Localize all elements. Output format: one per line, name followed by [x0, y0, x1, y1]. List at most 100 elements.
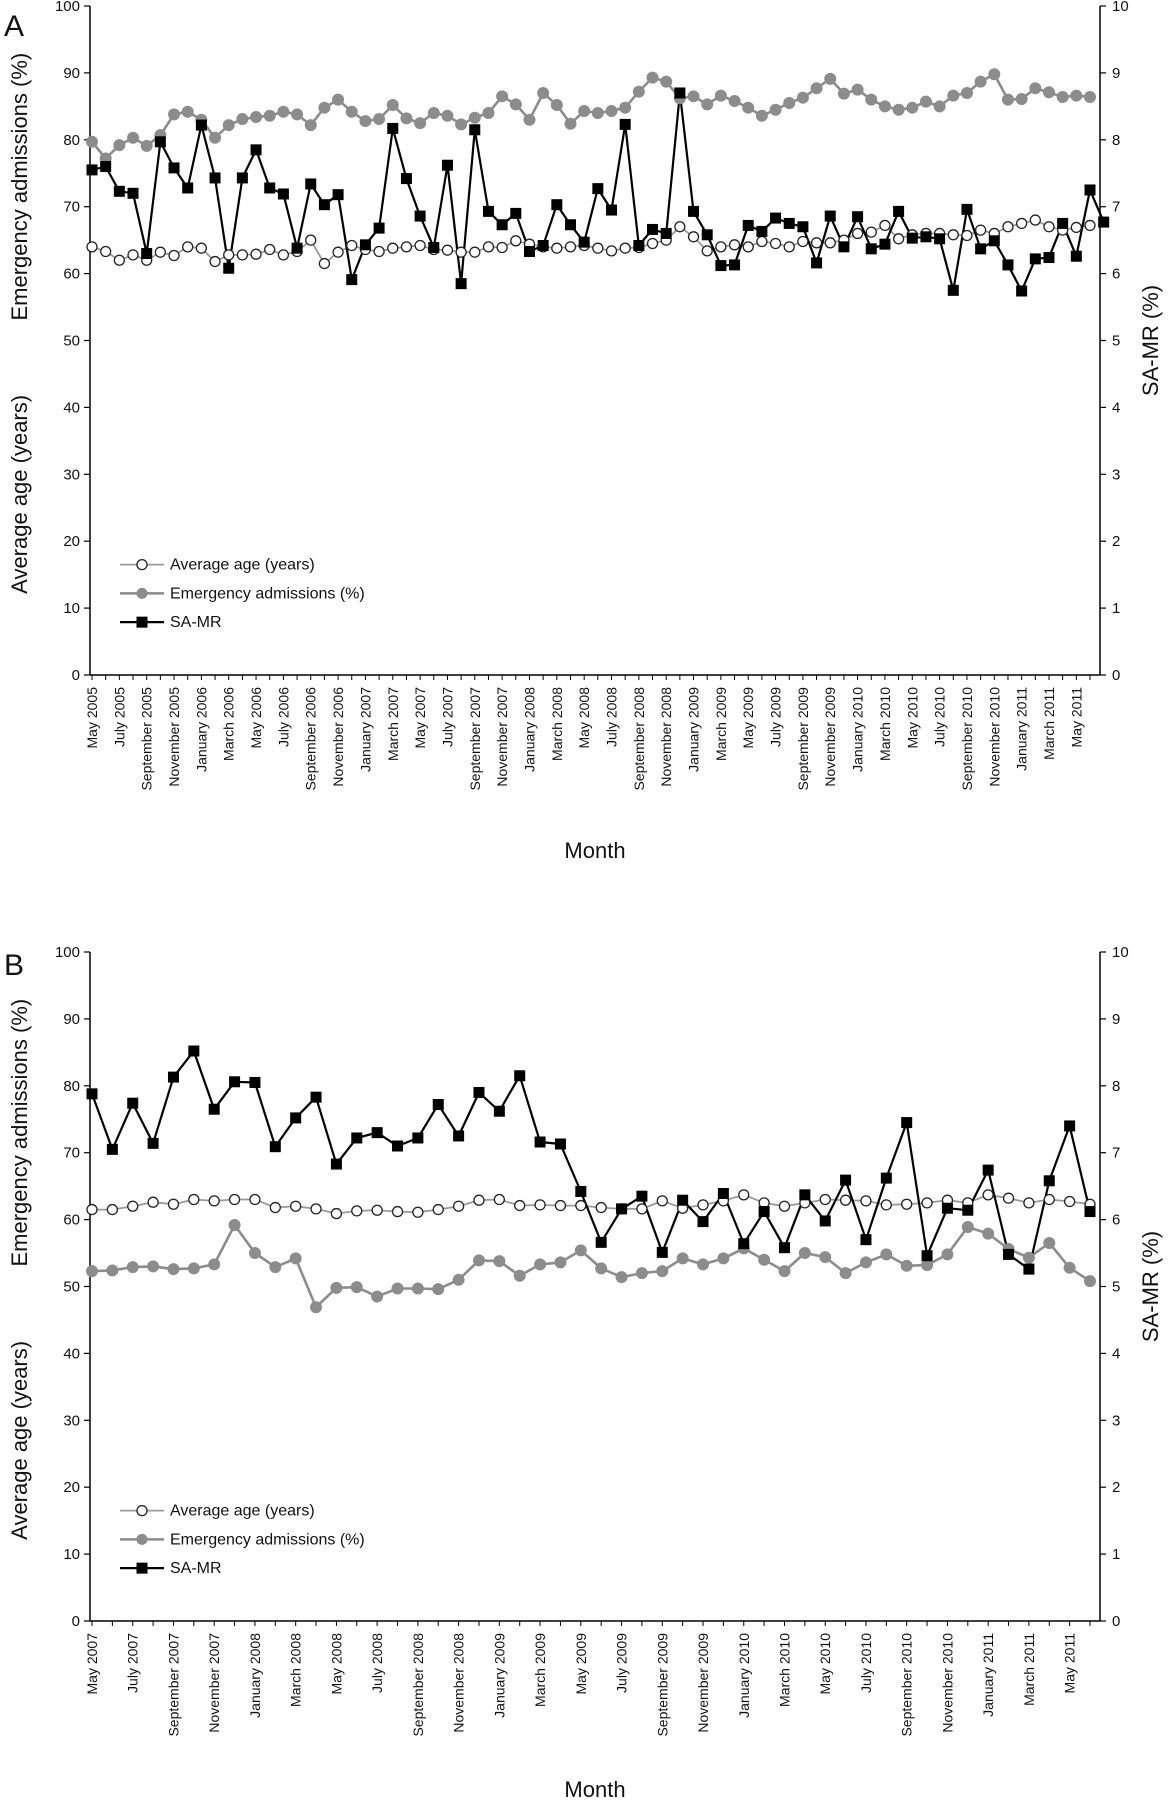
samr-point	[578, 236, 590, 248]
left-tick-label: 60	[63, 1212, 80, 1229]
x-tick-label: September 2007	[467, 687, 483, 791]
average-age-point	[249, 1193, 261, 1206]
samr-point	[564, 219, 576, 231]
x-tick-label: November 2008	[658, 687, 674, 787]
samr-point	[920, 231, 932, 243]
x-tick-label: May 2007	[412, 687, 428, 749]
x-tick-label: July 2009	[614, 1633, 630, 1693]
samr-point	[473, 1086, 485, 1098]
emergency-admissions-point	[933, 100, 946, 113]
average-age-point	[1002, 1192, 1015, 1204]
samr-point	[901, 1117, 913, 1129]
emergency-admissions-legend-marker	[136, 587, 148, 599]
samr-point	[209, 172, 221, 184]
average-age-point	[391, 1205, 404, 1218]
samr-point	[688, 205, 700, 217]
average-age-legend-label: Average age (years)	[170, 1503, 315, 1520]
average-age-point	[1043, 221, 1055, 233]
samr-point	[428, 242, 440, 254]
average-age-point	[277, 249, 290, 261]
samr-point	[756, 225, 768, 237]
emergency-admissions-point	[1015, 92, 1028, 105]
x-tick-label: September 2010	[959, 687, 975, 791]
average-age-point	[1023, 1197, 1035, 1209]
emergency-admissions-point	[140, 139, 153, 152]
samr-point	[1002, 259, 1014, 271]
average-age-point	[346, 239, 358, 252]
x-tick-label: May 2009	[740, 687, 756, 749]
average-age-point	[605, 245, 618, 257]
emergency-admissions-point	[168, 108, 181, 121]
average-age-point	[860, 1195, 872, 1207]
samr-point	[860, 1234, 872, 1246]
emergency-admissions-point	[880, 1248, 893, 1261]
emergency-admissions-point	[537, 86, 550, 99]
samr-point	[310, 1091, 322, 1103]
x-tick-label: November 2009	[822, 687, 838, 787]
x-tick-label: July 2008	[604, 687, 620, 747]
emergency-admissions-point	[578, 105, 591, 118]
average-age-point	[595, 1201, 607, 1214]
x-tick-label: September 2007	[165, 1633, 181, 1737]
x-tick-label: January 2009	[491, 1633, 507, 1718]
emergency-admissions-point	[523, 113, 536, 126]
right-tick-label: 10	[1112, 0, 1129, 15]
samr-point	[400, 173, 412, 185]
left-tick-label: 100	[55, 944, 80, 961]
samr-point	[742, 219, 754, 231]
samr-point	[783, 217, 795, 229]
emergency-admissions-point	[318, 101, 331, 114]
emergency-admissions-point	[1001, 93, 1014, 106]
samr-point	[701, 229, 713, 241]
average-age-point	[961, 229, 973, 242]
emergency-admissions-point	[982, 1227, 995, 1240]
samr-point	[182, 182, 194, 194]
average-age-point	[351, 1205, 363, 1217]
emergency-admissions-point	[810, 82, 823, 95]
x-tick-label: November 2007	[494, 687, 510, 787]
emergency-admissions-point	[373, 113, 386, 126]
x-tick-label: July 2010	[858, 1633, 874, 1693]
samr-point	[554, 1138, 566, 1150]
x-tick-label: November 2008	[451, 1633, 467, 1733]
samr-point	[729, 259, 741, 271]
emergency-admissions-point	[400, 112, 413, 125]
average-age-point	[208, 1195, 220, 1207]
emergency-admissions-point	[332, 93, 345, 106]
right-tick-label: 7	[1112, 1145, 1120, 1162]
average-age-point	[756, 235, 768, 248]
x-tick-label: November 2010	[939, 1633, 955, 1733]
average-age-point	[778, 1200, 791, 1212]
average-age-point	[865, 226, 877, 238]
average-age-point	[373, 245, 385, 258]
right-tick-label: 0	[1112, 1613, 1120, 1630]
emergency-admissions-legend-marker	[136, 1533, 148, 1545]
right-tick-label: 3	[1112, 466, 1120, 483]
samr-point	[799, 1189, 811, 1201]
x-tick-label: May 2010	[904, 687, 920, 749]
samr-point	[1057, 217, 1069, 229]
x-tick-label: May 2009	[573, 1633, 589, 1695]
samr-point	[195, 119, 207, 131]
right-tick-label: 6	[1112, 1212, 1120, 1229]
x-tick-label: May 2010	[817, 1633, 833, 1695]
average-age-point	[400, 241, 413, 253]
emergency-admissions-point	[605, 105, 618, 118]
x-tick-label: January 2007	[357, 687, 373, 772]
samr-point	[514, 1070, 526, 1082]
samr-point	[305, 178, 317, 190]
average-age-point	[168, 249, 180, 262]
emergency-admissions-point	[534, 1258, 547, 1271]
samr-point	[264, 182, 276, 194]
samr-point	[168, 162, 180, 174]
x-tick-label: September 2009	[654, 1633, 670, 1737]
samr-point	[188, 1045, 200, 1057]
x-tick-label: November 2005	[166, 687, 182, 787]
samr-point	[941, 1202, 953, 1214]
samr-point	[797, 221, 809, 233]
average-age-point	[839, 1194, 852, 1206]
samr-point	[893, 205, 905, 217]
emergency-admissions-point	[86, 135, 98, 148]
emergency-admissions-point	[414, 117, 427, 130]
emergency-admissions-point	[687, 90, 700, 103]
